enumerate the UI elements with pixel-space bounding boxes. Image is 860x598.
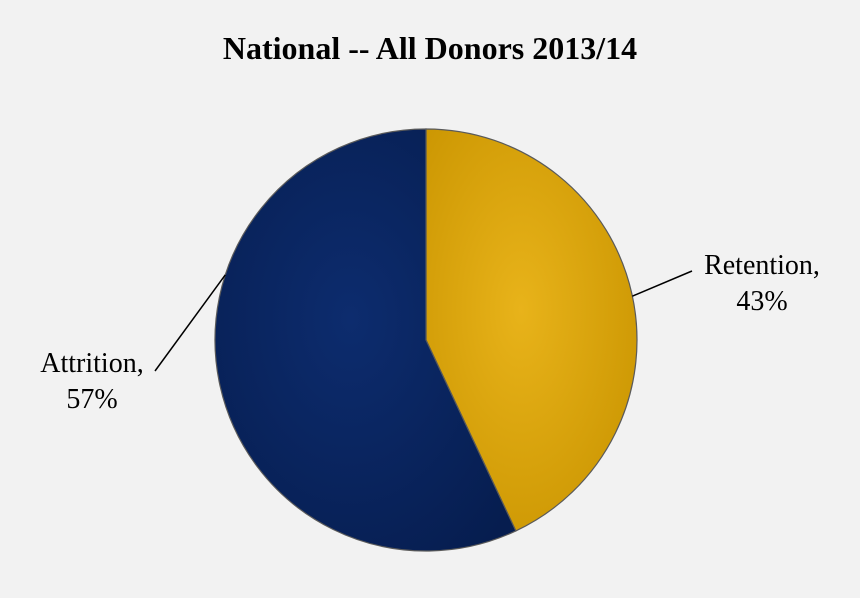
- slice-value-retention: 43%: [736, 286, 787, 317]
- pie-slices: [214, 128, 638, 552]
- pie-slice-retention: [425, 128, 638, 532]
- leader-line-retention: [632, 270, 693, 297]
- leader-line-attrition: [154, 274, 226, 372]
- slice-value-attrition: 57%: [66, 384, 117, 415]
- pie-labels: Retention, 43% Attrition, 57%: [40, 250, 820, 415]
- pie-slice-attrition: [214, 128, 517, 552]
- chart-title: National -- All Donors 2013/14: [222, 30, 638, 66]
- slice-label-retention: Retention,: [704, 250, 820, 281]
- slice-label-attrition: Attrition,: [40, 348, 143, 379]
